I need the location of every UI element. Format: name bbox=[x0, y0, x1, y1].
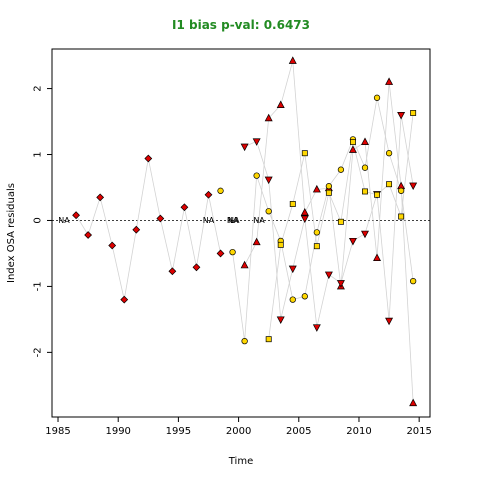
point-square bbox=[265, 336, 272, 343]
point-triangle-up bbox=[348, 145, 357, 153]
point-triangle-up bbox=[409, 398, 418, 407]
point-diamond bbox=[204, 190, 213, 199]
point-diamond bbox=[108, 241, 117, 250]
point-triangle-up bbox=[252, 237, 261, 246]
point-circle bbox=[301, 293, 308, 300]
point-triangle-up bbox=[264, 113, 273, 122]
x-tick-label: 1985 bbox=[45, 426, 70, 437]
point-square bbox=[374, 191, 380, 198]
point-circle bbox=[313, 229, 320, 236]
y-axis-label: Index OSA residuals bbox=[6, 183, 17, 283]
point-square bbox=[277, 241, 284, 248]
point-diamond bbox=[192, 263, 201, 272]
point-triangle-down bbox=[336, 280, 345, 288]
point-diamond bbox=[180, 203, 189, 212]
point-triangle-up bbox=[373, 253, 382, 262]
point-diamond bbox=[84, 231, 93, 239]
series-connector bbox=[268, 112, 414, 340]
point-circle bbox=[397, 187, 405, 194]
point-square bbox=[398, 213, 405, 220]
point-triangle-down bbox=[300, 215, 309, 224]
point-triangle-down bbox=[324, 271, 333, 280]
point-circle bbox=[337, 166, 345, 173]
point-square bbox=[313, 243, 320, 250]
point-triangle-down bbox=[276, 316, 285, 324]
x-tick-label: 2005 bbox=[286, 426, 311, 437]
point-diamond bbox=[144, 154, 153, 163]
point-circle bbox=[289, 296, 296, 303]
x-tick-label: 1990 bbox=[105, 426, 130, 437]
point-diamond bbox=[168, 267, 177, 276]
point-square bbox=[337, 218, 344, 225]
series-connector bbox=[244, 60, 414, 404]
series-connector bbox=[75, 158, 221, 300]
data-points bbox=[72, 56, 418, 407]
series-connector bbox=[232, 97, 414, 342]
point-square bbox=[386, 181, 393, 188]
point-diamond bbox=[96, 193, 105, 202]
point-square bbox=[301, 150, 308, 157]
na-label: NA bbox=[203, 216, 215, 225]
x-tick-label: 1995 bbox=[166, 426, 191, 437]
na-label: NA bbox=[253, 216, 265, 225]
chart-title: I1 bias p-val: 0.6473 bbox=[172, 18, 310, 32]
point-triangle-down bbox=[252, 138, 261, 146]
point-diamond bbox=[120, 295, 129, 304]
point-diamond bbox=[156, 214, 165, 223]
x-tick-label: 2000 bbox=[226, 426, 251, 437]
x-tick-label: 2010 bbox=[346, 426, 371, 437]
point-circle bbox=[265, 208, 272, 215]
plot-frame bbox=[51, 48, 431, 418]
point-triangle-up bbox=[276, 100, 285, 109]
x-tick-label: 2015 bbox=[406, 426, 431, 437]
point-circle bbox=[385, 150, 393, 157]
point-square bbox=[362, 188, 368, 195]
point-square bbox=[410, 110, 417, 116]
point-circle bbox=[361, 164, 369, 171]
point-triangle-down bbox=[240, 143, 249, 152]
point-triangle-down bbox=[264, 176, 273, 185]
point-diamond bbox=[132, 225, 141, 234]
y-tick-label: 1 bbox=[33, 151, 44, 157]
point-triangle-up bbox=[240, 260, 249, 269]
y-tick-label: -1 bbox=[33, 281, 44, 291]
point-circle bbox=[229, 248, 236, 256]
point-square bbox=[289, 201, 296, 207]
point-triangle-down bbox=[348, 237, 357, 246]
point-triangle-up bbox=[300, 208, 309, 216]
point-triangle-down bbox=[397, 111, 406, 120]
point-triangle-down bbox=[385, 317, 394, 326]
y-tick-label: 2 bbox=[33, 85, 44, 91]
point-triangle-down bbox=[409, 182, 418, 191]
point-square bbox=[350, 139, 356, 145]
point-triangle-down bbox=[312, 324, 321, 332]
point-circle bbox=[217, 187, 224, 194]
point-triangle-up bbox=[385, 77, 394, 85]
point-triangle-down bbox=[361, 230, 369, 239]
y-axis: -2 -1 0 1 2 bbox=[33, 85, 52, 357]
point-triangle-up bbox=[288, 56, 297, 64]
y-tick-label: -2 bbox=[33, 347, 44, 357]
point-circle bbox=[325, 183, 333, 190]
na-label: NA bbox=[58, 216, 70, 225]
point-diamond bbox=[216, 249, 225, 258]
point-square bbox=[325, 189, 332, 196]
x-axis: 1985 1990 1995 2000 2005 2010 2015 bbox=[45, 417, 432, 437]
point-triangle-up bbox=[312, 184, 321, 193]
point-circle bbox=[241, 338, 248, 345]
x-axis-label: Time bbox=[228, 456, 253, 467]
point-triangle-up bbox=[361, 137, 369, 145]
y-tick-label: 0 bbox=[33, 217, 44, 223]
point-diamond bbox=[72, 211, 80, 220]
point-triangle-down bbox=[288, 265, 297, 274]
point-circle bbox=[409, 277, 417, 285]
point-circle bbox=[253, 172, 260, 179]
na-label: NA bbox=[227, 216, 239, 225]
point-circle bbox=[373, 94, 381, 101]
na-label: NA bbox=[228, 216, 240, 225]
